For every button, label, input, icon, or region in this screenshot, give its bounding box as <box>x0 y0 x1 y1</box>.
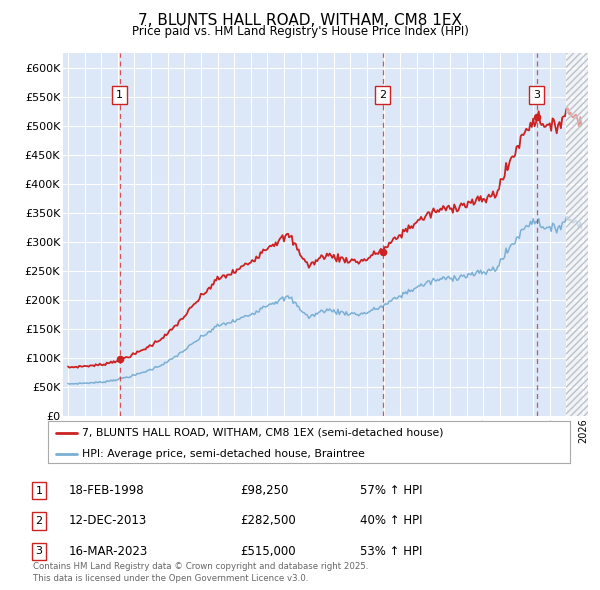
Text: £282,500: £282,500 <box>240 514 296 527</box>
Text: 3: 3 <box>533 90 540 100</box>
Text: 53% ↑ HPI: 53% ↑ HPI <box>360 545 422 558</box>
Text: 3: 3 <box>35 546 43 556</box>
Text: 57% ↑ HPI: 57% ↑ HPI <box>360 484 422 497</box>
Text: 7, BLUNTS HALL ROAD, WITHAM, CM8 1EX: 7, BLUNTS HALL ROAD, WITHAM, CM8 1EX <box>138 13 462 28</box>
Text: 2: 2 <box>35 516 43 526</box>
Text: 40% ↑ HPI: 40% ↑ HPI <box>360 514 422 527</box>
Text: 1: 1 <box>116 90 124 100</box>
Bar <box>566 53 588 416</box>
Text: £515,000: £515,000 <box>240 545 296 558</box>
Text: Price paid vs. HM Land Registry's House Price Index (HPI): Price paid vs. HM Land Registry's House … <box>131 25 469 38</box>
Bar <box>566 53 588 416</box>
Text: HPI: Average price, semi-detached house, Braintree: HPI: Average price, semi-detached house,… <box>82 449 365 459</box>
Text: 18-FEB-1998: 18-FEB-1998 <box>69 484 145 497</box>
Text: Contains HM Land Registry data © Crown copyright and database right 2025.
This d: Contains HM Land Registry data © Crown c… <box>33 562 368 583</box>
Text: 2: 2 <box>379 90 386 100</box>
Text: 16-MAR-2023: 16-MAR-2023 <box>69 545 148 558</box>
Text: £98,250: £98,250 <box>240 484 289 497</box>
Text: 12-DEC-2013: 12-DEC-2013 <box>69 514 147 527</box>
Text: 1: 1 <box>35 486 43 496</box>
Text: 7, BLUNTS HALL ROAD, WITHAM, CM8 1EX (semi-detached house): 7, BLUNTS HALL ROAD, WITHAM, CM8 1EX (se… <box>82 428 443 438</box>
